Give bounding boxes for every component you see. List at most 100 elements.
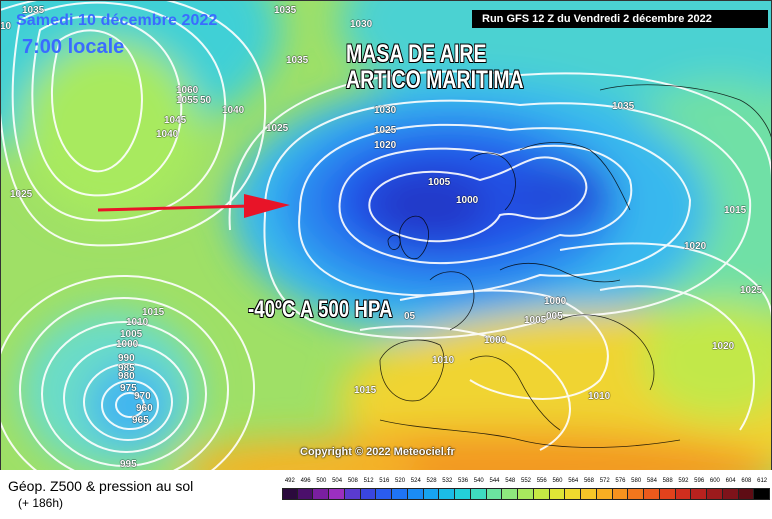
isobar-label: 1020 — [374, 140, 397, 151]
colour-scale-tick-label: 516 — [379, 478, 390, 484]
colour-scale-tick-label: 560 — [552, 478, 563, 484]
isobar-label: 990 — [118, 353, 135, 364]
forecast-date: Samedi 10 décembre 2022 — [16, 12, 218, 29]
isobar-label: 1015 — [724, 205, 747, 216]
isobar-label: 975 — [120, 383, 137, 394]
isobar-label: 1030 — [374, 105, 397, 116]
isobar-label: 1040 — [156, 129, 179, 140]
colour-scale-swatch — [407, 488, 424, 500]
colour-scale-swatch — [644, 488, 660, 500]
colour-scale-tick-label: 524 — [410, 478, 421, 484]
air-mass-annotation-line1: MASA DE AIRE — [346, 40, 487, 68]
isobar-label: 10 — [0, 21, 12, 32]
weather-map: 1035 1060 1055 50 1040 1045 1040 1035 10… — [0, 0, 772, 470]
colour-scale-swatch — [297, 488, 314, 500]
copyright-text: Copyright © 2022 Meteociel.fr — [300, 446, 455, 458]
isobar-label: 1035 — [286, 55, 309, 66]
colour-scale-swatch — [596, 488, 613, 500]
legend-title: Géop. Z500 & pression au sol — [8, 478, 194, 494]
colour-scale-tick-label: 584 — [646, 478, 657, 484]
colour-scale-tick-label: 564 — [568, 478, 579, 484]
isobars — [0, 0, 772, 470]
colour-scale-tick-label: 496 — [300, 478, 311, 484]
isobar-label: 1045 — [164, 115, 187, 126]
colour-scale-swatch — [691, 488, 708, 500]
colour-scale-tick-label: 512 — [363, 478, 374, 484]
colour-scale-swatch — [722, 488, 739, 500]
colour-scale-tick-label: 588 — [662, 478, 673, 484]
isobar-label: 970 — [134, 391, 151, 402]
colour-scale-swatch — [612, 488, 629, 500]
colour-scale-tick-label: 572 — [599, 478, 610, 484]
colour-scale-swatch — [565, 488, 582, 500]
colour-scale-tick-label: 576 — [615, 478, 626, 484]
colour-scale-tick-label: 556 — [536, 478, 547, 484]
colour-scale-swatch — [518, 488, 534, 500]
colour-scale-swatch — [549, 488, 566, 500]
isobar-label: 1000 — [116, 339, 139, 350]
isobar-label: 1005 — [428, 177, 451, 188]
forecast-time: 7:00 locale — [22, 36, 125, 58]
isobar-label: 1025 — [266, 123, 289, 134]
isobar-label: 980 — [118, 371, 135, 382]
isobar-label: 1000 — [484, 335, 507, 346]
colour-scale-frame — [282, 488, 770, 500]
colour-scale-swatch — [659, 488, 676, 500]
colour-scale-swatch — [533, 488, 550, 500]
colour-scale-tick-label: 592 — [678, 478, 689, 484]
colour-scale-swatch — [581, 488, 597, 500]
temperature-annotation: -40ºC A 500 HPA — [248, 296, 393, 323]
isobar-label: 1015 — [354, 385, 377, 396]
colour-scale-tick-label: 536 — [458, 478, 469, 484]
isobar-label: 985 — [118, 363, 135, 374]
isobar-label: 1000 — [456, 195, 479, 206]
colour-scale-swatch — [329, 488, 345, 500]
isobar-label: 1060 — [176, 85, 199, 96]
isobar-label: 1040 — [222, 105, 245, 116]
isobar-label: 1035 — [274, 5, 297, 16]
colour-scale-tick-label: 604 — [725, 478, 736, 484]
colour-scale-swatch — [486, 488, 503, 500]
colour-scale-tick-label: 492 — [284, 478, 295, 484]
isobar-label: 995 — [120, 459, 137, 470]
colour-scale-swatch — [628, 488, 645, 500]
isobar-label: 1010 — [126, 317, 149, 328]
colour-scale-swatch — [738, 488, 755, 500]
colour-scale-tick-label: 504 — [332, 478, 343, 484]
arrow-head-icon — [244, 194, 290, 218]
colour-scale-swatch — [502, 488, 519, 500]
isobar-label: 1035 — [22, 5, 45, 16]
coastlines — [379, 84, 772, 448]
isobar-label: 1005 — [524, 315, 547, 326]
colour-scale-tick-label: 596 — [694, 478, 705, 484]
isobar-label: 1055 — [176, 95, 199, 106]
isobar-label: 1025 — [740, 285, 763, 296]
colour-scale: 492 496 500 504 508 512 516 520 524 528 532 536 540 5… — [282, 478, 770, 502]
arrow-shaft — [97, 204, 251, 212]
model-run-banner: Run GFS 12 Z du Vendredi 2 décembre 2022 — [472, 10, 768, 28]
colour-scale-tick-label: 520 — [395, 478, 406, 484]
legend-forecast-hour: (+ 186h) — [18, 496, 64, 510]
isobar-label: 05 — [404, 311, 416, 322]
isobar-label: 1025 — [374, 125, 397, 136]
colour-scale-tick-label: 612 — [757, 478, 768, 484]
isobar-label: 50 — [200, 95, 212, 106]
isobar-label: 1000 — [544, 296, 567, 307]
isobar-label: 005 — [546, 311, 563, 322]
colour-scale-swatch — [455, 488, 471, 500]
colour-scale-swatch — [423, 488, 440, 500]
colour-scale-swatch — [707, 488, 723, 500]
isobar-label: 1030 — [350, 19, 373, 30]
colour-scale-swatch — [313, 488, 330, 500]
colour-scale-swatch — [675, 488, 692, 500]
colour-scale-tick-label: 552 — [520, 478, 531, 484]
colour-scale-swatch — [344, 488, 361, 500]
colour-scale-tick-label: 580 — [631, 478, 642, 484]
colour-scale-swatch — [439, 488, 456, 500]
colour-scale-swatch — [360, 488, 377, 500]
air-mass-annotation-line2: ARTICO MARITIMA — [346, 66, 524, 94]
colour-scale-tick-label: 508 — [347, 478, 358, 484]
colour-scale-tick-label: 544 — [489, 478, 500, 484]
colour-scale-swatch — [392, 488, 408, 500]
colour-scale-tick-label: 548 — [505, 478, 516, 484]
